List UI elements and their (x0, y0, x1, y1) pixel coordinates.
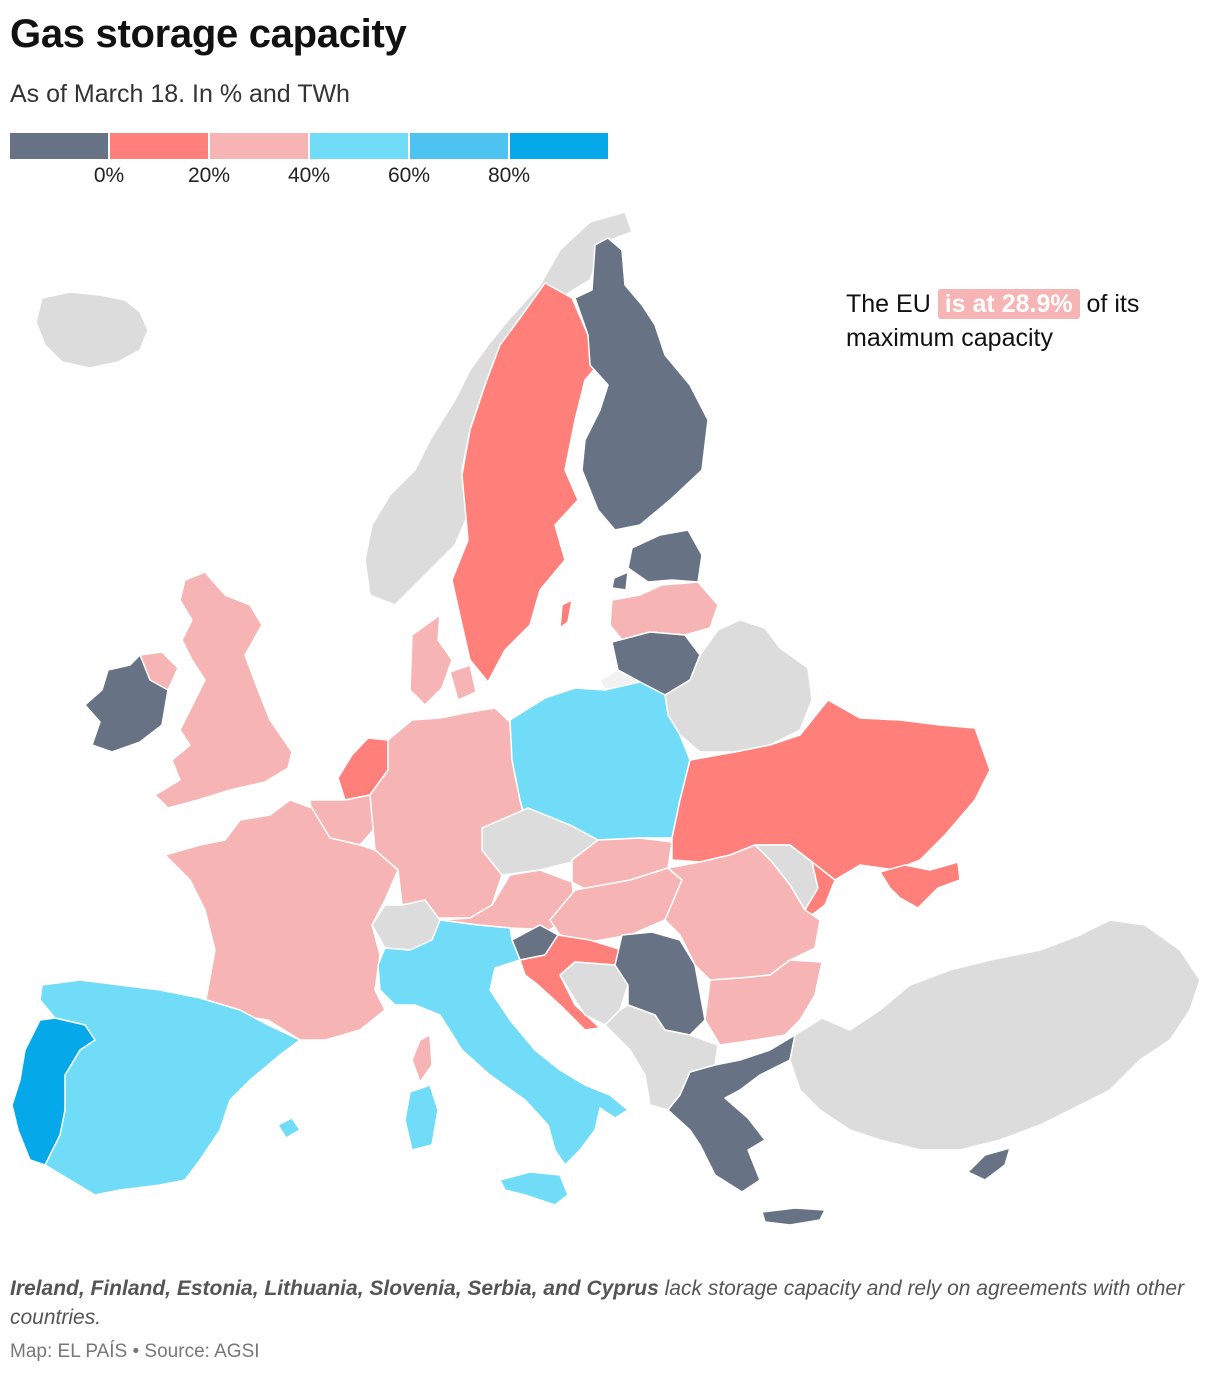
region-france (164, 799, 399, 1041)
legend-tick-40: 40% (287, 164, 331, 187)
region-iceland (35, 291, 149, 369)
eu-capacity-callout: The EU is at 28.9% of its maximum capaci… (846, 287, 1206, 355)
region-crimea (879, 861, 961, 909)
legend-tick-20: 20% (187, 164, 231, 187)
legend-swatch-0-20 (110, 133, 208, 159)
region-latvia (609, 581, 719, 641)
region-gotland (559, 599, 573, 629)
legend-swatch-none (10, 133, 108, 159)
region-corsica (411, 1034, 433, 1083)
callout-highlight: is at 28.9% (937, 289, 1080, 319)
region-cyprus (967, 1147, 1011, 1181)
region-sardinia (404, 1084, 439, 1151)
region-denmark (409, 614, 477, 706)
region-balearics (277, 1117, 301, 1139)
region-sicily (499, 1171, 569, 1206)
source-credit: Map: EL PAÍS • Source: AGSI (10, 1341, 260, 1362)
region-turkey (789, 919, 1201, 1151)
map-subtitle: As of March 18. In % and TWh (10, 80, 350, 108)
callout-before: The EU (846, 290, 931, 318)
region-sweden (451, 282, 599, 683)
europe-map (11, 211, 1201, 1226)
legend-swatch-80-100 (510, 133, 608, 159)
region-great-britain (154, 571, 293, 809)
legend-tick-80: 80% (487, 164, 531, 187)
legend-tick-0: 0% (93, 164, 125, 187)
region-finland (574, 237, 709, 531)
legend-swatch-20-40 (210, 133, 308, 159)
footnote-countries: Ireland, Finland, Estonia, Lithuania, Sl… (10, 1277, 659, 1300)
legend-tick-60: 60% (387, 164, 431, 187)
legend-swatch-60-80 (410, 133, 508, 159)
region-italy (377, 919, 629, 1166)
region-crete (761, 1207, 826, 1226)
legend-swatch-40-60 (310, 133, 408, 159)
region-greece (667, 1034, 796, 1193)
region-northern-ireland (139, 651, 179, 691)
region-bulgaria (704, 959, 823, 1046)
callout-after: of its maximum capacity (846, 290, 1140, 352)
footnote: Ireland, Finland, Estonia, Lithuania, Sl… (10, 1274, 1200, 1332)
region-estonia (611, 529, 703, 591)
region-romania (664, 844, 821, 981)
region-portugal (11, 1017, 96, 1166)
map-title: Gas storage capacity (10, 12, 407, 56)
color-legend: 0% 20% 40% 60% 80% (10, 133, 610, 193)
footnote-text: lack storage capacity and rely on agreem… (10, 1277, 1185, 1329)
region-hungary (549, 867, 683, 943)
